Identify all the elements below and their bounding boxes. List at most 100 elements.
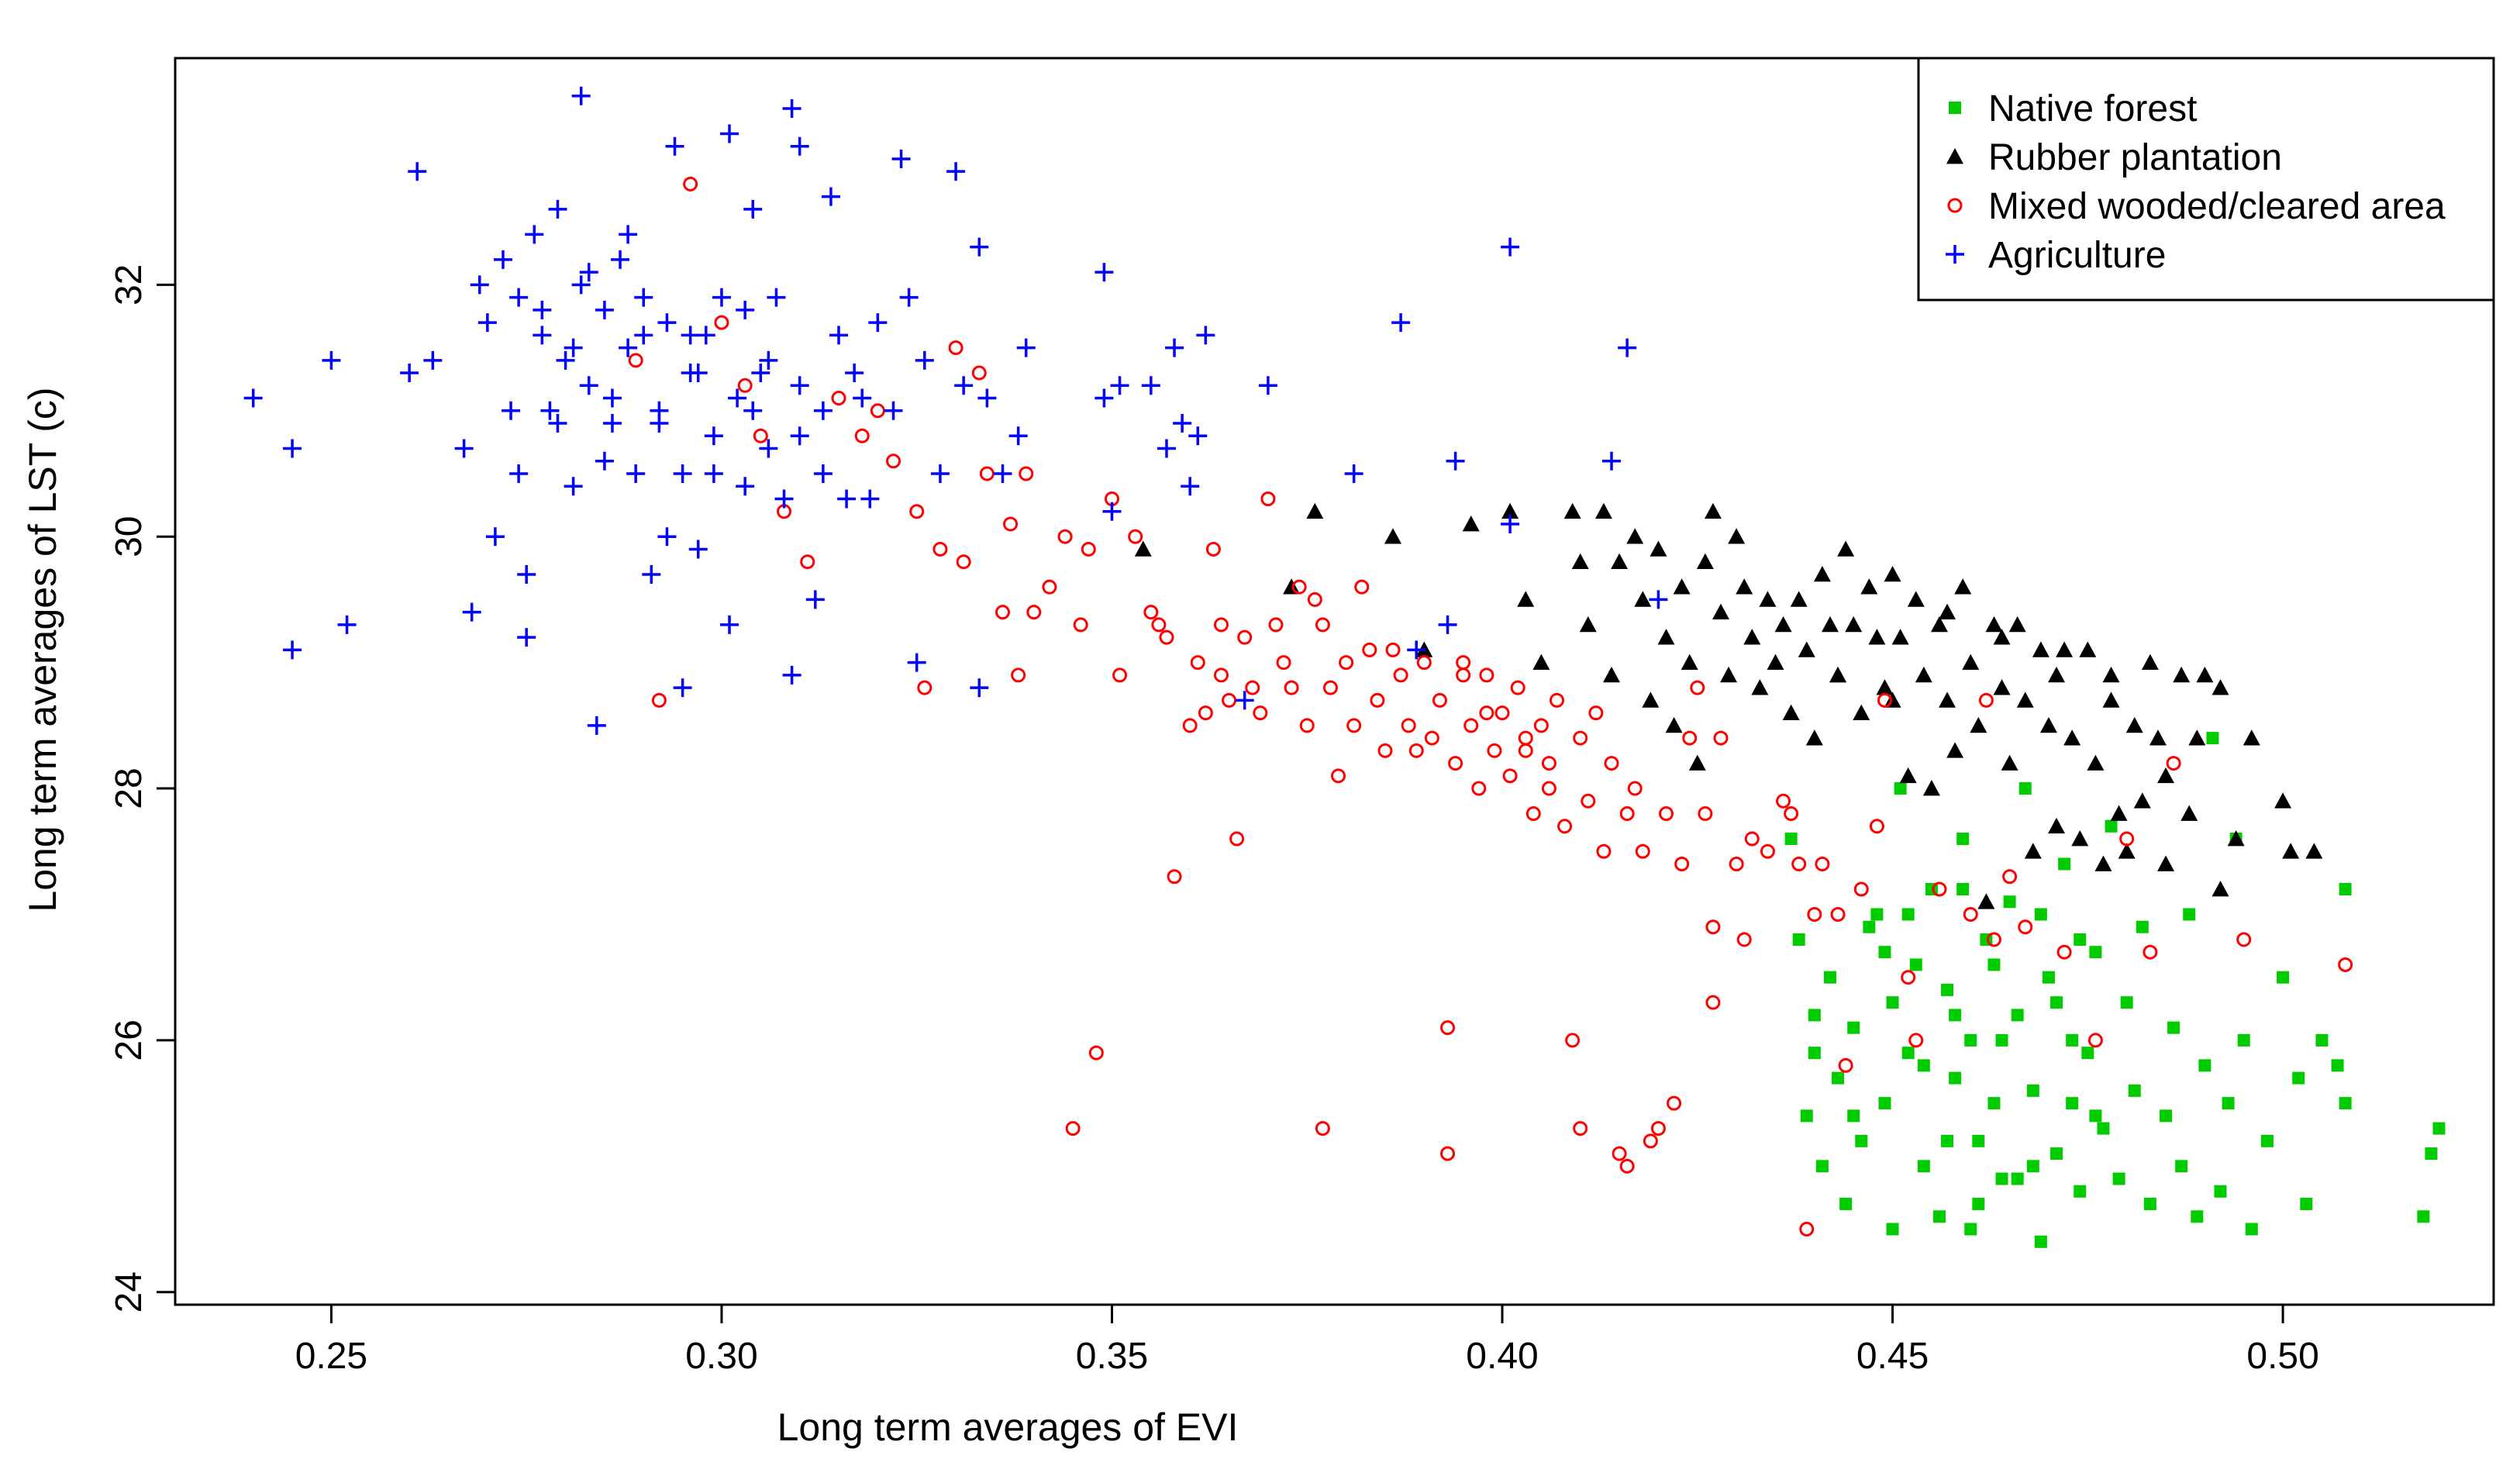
- x-axis-title: Long term averages of EVI: [777, 1405, 1239, 1449]
- agriculture-point: [899, 288, 919, 307]
- mixed-area-point: [1377, 743, 1393, 758]
- legend: Native forest Rubber plantation Mixed wood…: [1917, 57, 2495, 302]
- native-forest-point: [1941, 983, 1954, 996]
- rubber-plantation-point: [1970, 716, 1987, 733]
- mixed-area-point: [1229, 831, 1245, 847]
- native-forest-point: [1941, 1134, 1954, 1147]
- native-forest-point: [2128, 1084, 2141, 1097]
- rubber-plantation-point: [1611, 553, 1629, 570]
- mixed-area-point: [1299, 718, 1315, 733]
- agriculture-point: [533, 326, 552, 345]
- mixed-area-point: [1346, 718, 1362, 733]
- mixed-area-point: [2166, 756, 2181, 771]
- rubber-plantation-point: [2149, 729, 2167, 746]
- native-forest-point: [2206, 732, 2219, 745]
- native-forest-point: [1901, 1047, 1915, 1060]
- agriculture-point: [1446, 451, 1465, 471]
- mixed-area-point: [1315, 1121, 1330, 1136]
- rubber-plantation-point: [1813, 565, 1831, 582]
- agriculture-point: [634, 288, 653, 307]
- agriculture-point: [736, 477, 755, 496]
- native-forest-point: [1949, 1009, 1962, 1022]
- mixed-area-point: [1487, 743, 1502, 758]
- native-forest-point: [2183, 908, 2196, 921]
- native-forest-point: [2120, 996, 2133, 1009]
- agriculture-point: [1618, 338, 1637, 357]
- rubber-plantation-point: [1821, 616, 1839, 633]
- rubber-plantation-point: [1993, 629, 2011, 645]
- native-forest-point: [1886, 1223, 1899, 1236]
- agriculture-point: [509, 464, 529, 483]
- agriculture-point: [868, 313, 888, 333]
- mixed-area-point: [1432, 692, 1447, 708]
- mixed-area-point: [1448, 756, 1463, 771]
- mixed-area-point: [1674, 857, 1690, 872]
- agriculture-point: [283, 640, 302, 660]
- rubber-plantation-point: [2118, 843, 2136, 859]
- mixed-area-point: [1322, 680, 1338, 695]
- mixed-area-point: [1291, 579, 1307, 595]
- agriculture-point: [634, 326, 653, 345]
- native-forest-point: [2315, 1033, 2329, 1047]
- series-triangle: [1134, 502, 2323, 909]
- rubber-plantation-point: [2133, 792, 2151, 809]
- agriculture-point: [743, 401, 763, 420]
- agriculture-point: [1649, 590, 1668, 609]
- agriculture-point: [767, 288, 786, 307]
- native-forest-point: [2292, 1071, 2305, 1085]
- native-forest-point: [1917, 1059, 1930, 1072]
- native-forest-point: [2003, 895, 2016, 909]
- rubber-plantation-point: [2048, 666, 2066, 683]
- mixed-area-point: [1667, 1095, 1682, 1111]
- native-forest-point: [1995, 1172, 2008, 1185]
- native-forest-point: [1847, 1109, 1860, 1123]
- agriculture-point: [759, 350, 778, 370]
- agriculture-point: [774, 489, 794, 509]
- mixed-area-point: [753, 428, 768, 443]
- agriculture-point: [813, 464, 833, 483]
- mixed-area-point: [1518, 730, 1533, 746]
- y-tick-label: 28: [109, 767, 150, 809]
- native-forest-point: [2066, 1097, 2079, 1110]
- mixed-area-point: [1213, 667, 1229, 683]
- mixed-area-point: [1245, 680, 1260, 695]
- mixed-area-point: [1541, 781, 1556, 796]
- rubber-plantation-point: [1805, 729, 1823, 746]
- x-tick-label: 0.50: [2246, 1336, 2318, 1377]
- x-tick-label: 0.30: [685, 1336, 757, 1377]
- native-forest-point: [1972, 1134, 1985, 1147]
- rubber-plantation-point: [1665, 716, 1683, 733]
- mixed-area-point: [1627, 781, 1643, 796]
- rubber-plantation-point: [1782, 704, 1800, 720]
- agriculture-point: [1141, 376, 1160, 395]
- mixed-area-point: [1550, 692, 1565, 708]
- agriculture-point: [619, 225, 638, 244]
- native-forest-point: [2222, 1097, 2235, 1110]
- rubber-plantation-point: [1751, 679, 1769, 695]
- native-forest-point: [2026, 1160, 2039, 1173]
- legend-native-forest-icon: [1949, 102, 1961, 114]
- rubber-plantation-point: [1774, 616, 1792, 633]
- mixed-area-point: [1736, 932, 1752, 947]
- rubber-plantation-point: [2282, 843, 2300, 859]
- rubber-plantation-point: [1798, 641, 1815, 657]
- agriculture-point: [657, 313, 677, 333]
- agriculture-point: [1173, 414, 1192, 433]
- rubber-plantation-point: [2196, 666, 2214, 683]
- x-tick-label: 0.25: [295, 1336, 367, 1377]
- mixed-area-point: [1307, 591, 1322, 607]
- agriculture-point: [720, 124, 739, 143]
- agriculture-point: [571, 275, 591, 295]
- mixed-area-point: [1908, 1033, 1924, 1048]
- native-forest-point: [2136, 920, 2149, 933]
- agriculture-point: [853, 388, 872, 408]
- mixed-area-point: [1019, 466, 1034, 481]
- agriculture-point: [1258, 376, 1277, 395]
- agriculture-point: [837, 489, 857, 509]
- native-forest-point: [1847, 1021, 1860, 1034]
- agriculture-point: [665, 136, 684, 156]
- data-points: [243, 86, 2446, 1248]
- mixed-area-point: [800, 554, 815, 570]
- rubber-plantation-point: [1563, 502, 1581, 519]
- native-forest-point: [2277, 971, 2290, 984]
